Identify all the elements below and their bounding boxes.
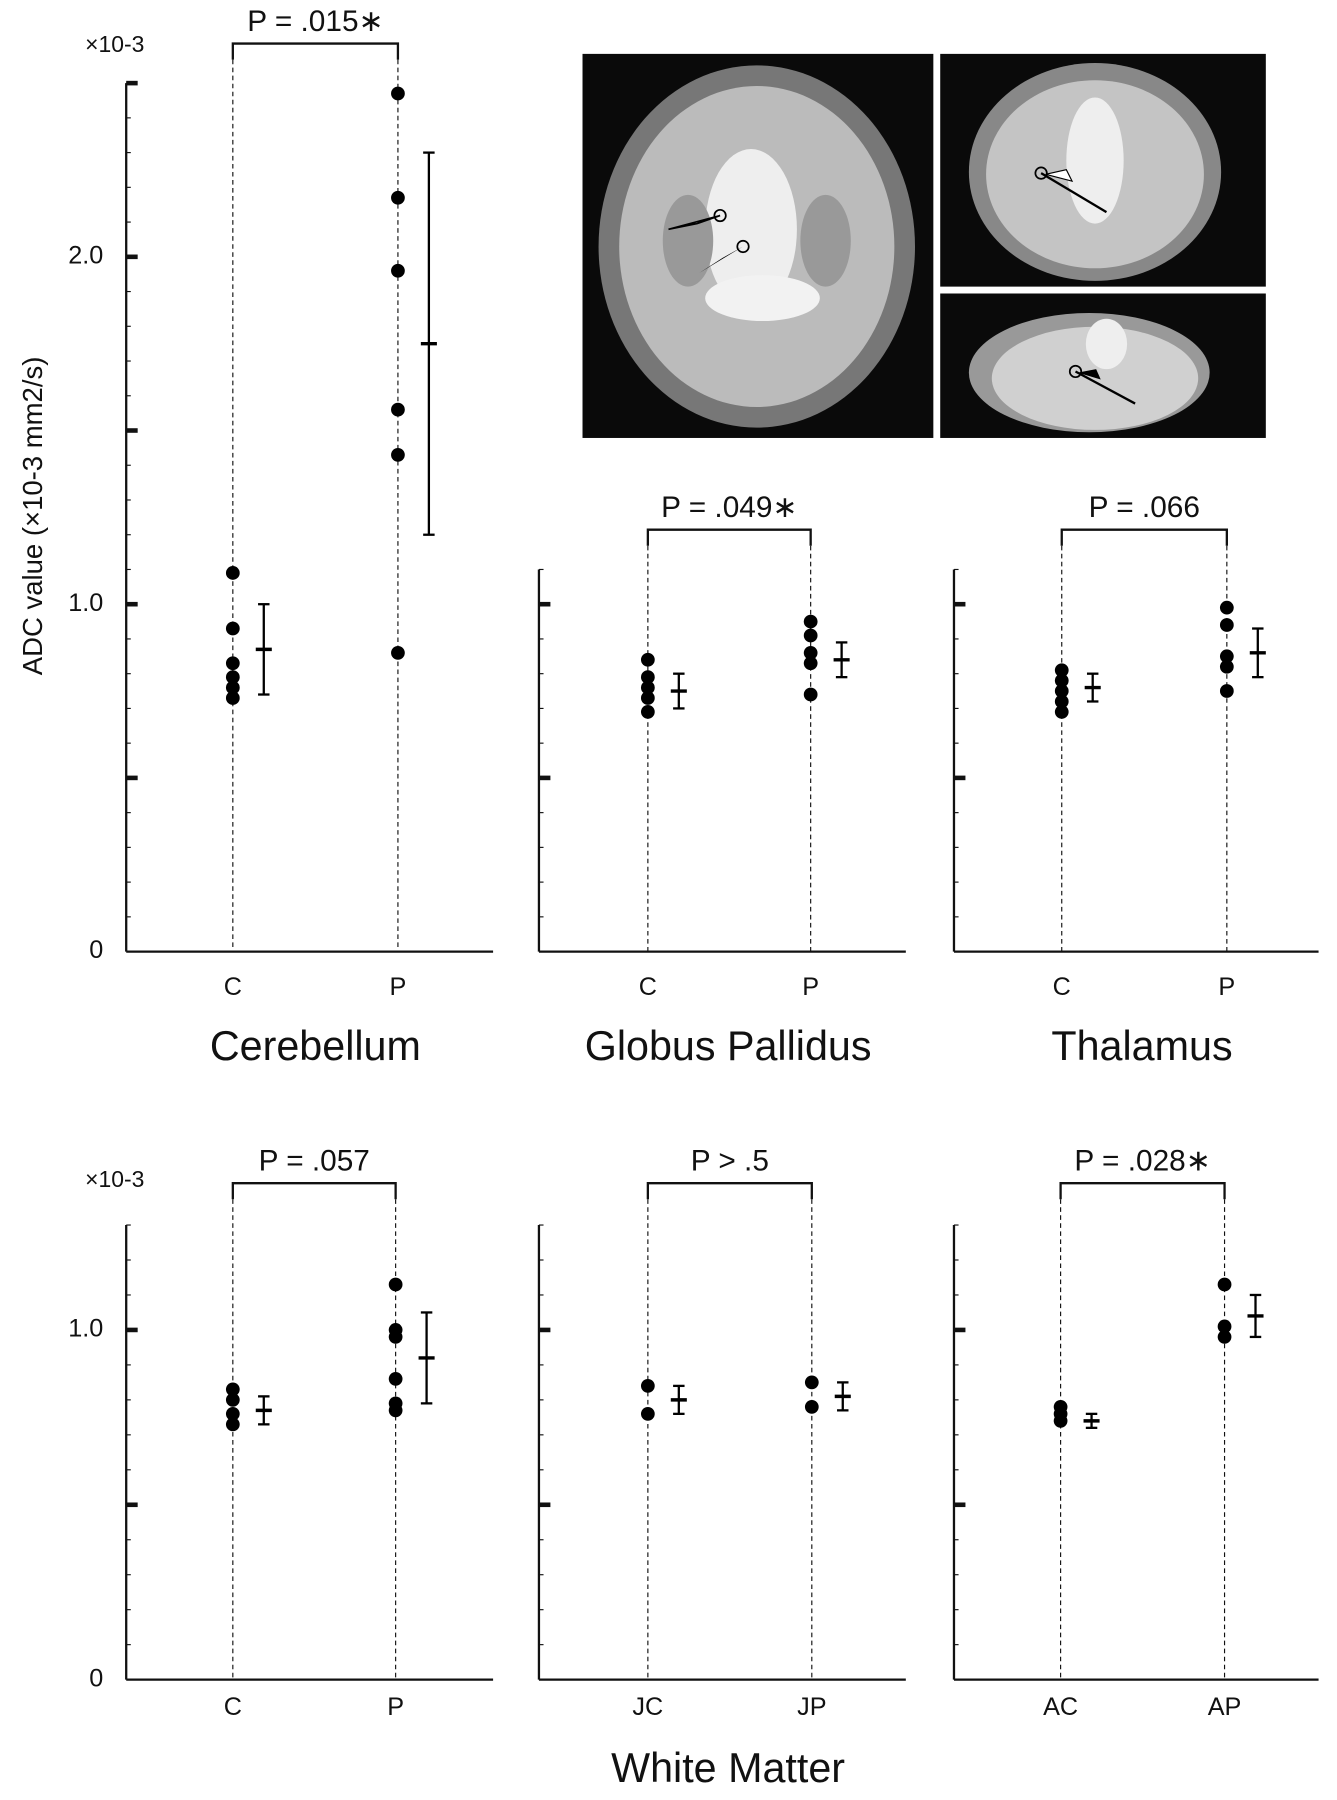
data-point: [391, 447, 405, 462]
data-point: [388, 1330, 403, 1344]
data-point: [1219, 600, 1234, 615]
data-point: [1054, 694, 1069, 709]
data-point: [225, 1406, 240, 1421]
data-point: [803, 614, 818, 629]
data-point: [391, 190, 405, 205]
x-tick-label: C: [639, 973, 657, 1001]
data-point: [1219, 684, 1234, 698]
data-point: [803, 628, 818, 643]
data-point: [225, 621, 240, 636]
significance-bracket: [231, 42, 400, 60]
x-tick-label: P: [387, 1693, 404, 1721]
data-point: [1217, 1277, 1232, 1292]
data-point: [803, 656, 818, 671]
y-tick-label: 1.0: [68, 589, 103, 617]
data-point: [640, 1379, 655, 1393]
x-tick-label: P: [390, 973, 407, 1001]
significance-bracket: [646, 528, 812, 546]
data-point: [803, 687, 818, 702]
p-value: P = .049∗: [661, 491, 797, 524]
x-tick-label: C: [224, 973, 242, 1001]
x-tick-label: P: [1218, 973, 1235, 1001]
p-value: P > .5: [691, 1144, 769, 1177]
y-tick-label: 1.0: [68, 1315, 103, 1343]
x-tick-label: C: [1053, 973, 1071, 1001]
significance-bracket: [1060, 528, 1228, 546]
data-point: [225, 670, 240, 685]
panel-title: Cerebellum: [210, 1023, 421, 1069]
data-point: [1219, 649, 1234, 664]
p-value: P = .015∗: [247, 5, 383, 38]
data-point: [391, 645, 405, 660]
significance-bracket: [231, 1182, 397, 1200]
panel-title: Globus Pallidus: [585, 1023, 872, 1069]
data-point: [1054, 705, 1069, 719]
data-point: [803, 645, 818, 660]
data-point: [640, 652, 655, 667]
data-point: [1219, 659, 1234, 674]
data-point: [1217, 1330, 1232, 1344]
panel-title: Thalamus: [1051, 1023, 1232, 1069]
data-point: [391, 263, 405, 278]
x-tick-label: P: [802, 973, 819, 1001]
data-point: [225, 680, 240, 695]
mri-images: [582, 53, 1266, 438]
data-point: [1053, 1413, 1068, 1428]
data-point: [640, 680, 655, 695]
x-tick-label: C: [224, 1693, 242, 1721]
data-point: [804, 1399, 819, 1414]
data-point: [225, 691, 240, 705]
data-point: [1217, 1319, 1232, 1334]
p-value: P = .028∗: [1074, 1144, 1210, 1177]
data-point: [804, 1375, 819, 1390]
data-point: [1054, 663, 1069, 678]
data-point: [1054, 673, 1069, 688]
data-point: [391, 86, 405, 101]
y-axis-label: ADC value (×10-3 mm2/s): [17, 357, 48, 676]
data-point: [388, 1372, 403, 1386]
x-tick-label: JP: [797, 1693, 826, 1721]
multiplier: ×10-3: [85, 1166, 144, 1192]
data-point: [640, 1406, 655, 1421]
data-point: [225, 656, 240, 671]
y-tick-label: 2.0: [68, 241, 103, 269]
data-point: [1219, 618, 1234, 632]
data-point: [640, 691, 655, 705]
data-point: [640, 705, 655, 719]
significance-bracket: [1059, 1182, 1226, 1200]
data-point: [1054, 684, 1069, 698]
data-point: [388, 1277, 403, 1292]
x-tick-label: AP: [1208, 1693, 1242, 1721]
y-tick-label: 0: [89, 1664, 103, 1692]
data-point: [640, 670, 655, 685]
p-value: P = .066: [1089, 491, 1200, 524]
x-tick-label: AC: [1043, 1693, 1078, 1721]
significance-bracket: [646, 1182, 813, 1200]
y-tick-label: 0: [89, 936, 103, 964]
data-point: [225, 1382, 240, 1397]
data-point: [225, 566, 240, 580]
data-point: [225, 1392, 240, 1407]
data-point: [388, 1403, 403, 1418]
group-title: White Matter: [611, 1745, 845, 1791]
data-point: [225, 1417, 240, 1432]
p-value: P = .057: [259, 1144, 370, 1177]
x-tick-label: JC: [632, 1693, 663, 1721]
data-point: [391, 402, 405, 417]
multiplier: ×10-3: [85, 31, 144, 57]
